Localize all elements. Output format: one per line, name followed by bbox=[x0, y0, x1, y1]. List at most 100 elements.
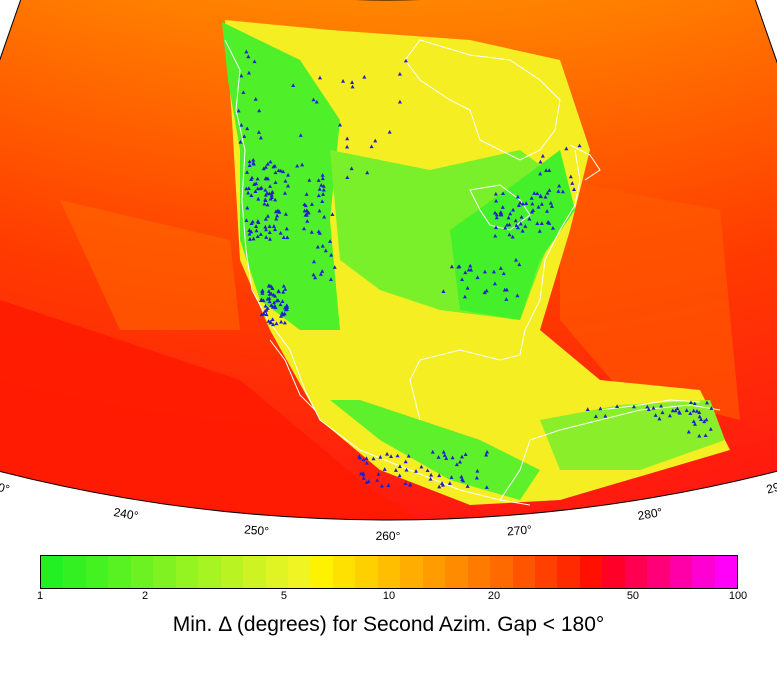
station-marker bbox=[261, 298, 266, 303]
colorbar-segment bbox=[108, 556, 131, 588]
station-marker bbox=[249, 229, 254, 234]
colorbar-tick-label: 20 bbox=[487, 590, 501, 602]
station-marker bbox=[246, 186, 251, 190]
station-marker bbox=[315, 244, 320, 249]
station-marker bbox=[516, 225, 521, 230]
station-marker bbox=[515, 293, 520, 298]
station-marker bbox=[702, 419, 707, 424]
station-marker bbox=[482, 269, 487, 274]
station-marker bbox=[309, 229, 314, 234]
station-marker bbox=[657, 416, 662, 421]
station-marker bbox=[317, 187, 322, 191]
station-marker bbox=[429, 472, 434, 477]
station-marker bbox=[440, 481, 445, 485]
station-marker bbox=[273, 197, 278, 202]
station-marker bbox=[364, 460, 369, 465]
station-marker bbox=[577, 143, 582, 148]
station-marker bbox=[266, 289, 271, 293]
western-green-zone bbox=[222, 22, 340, 330]
station-marker bbox=[253, 189, 258, 193]
colorbar-segment bbox=[310, 556, 333, 588]
station-marker bbox=[260, 288, 265, 293]
station-marker bbox=[419, 464, 424, 469]
station-marker bbox=[382, 467, 387, 471]
station-marker bbox=[341, 79, 346, 83]
station-marker bbox=[311, 97, 316, 102]
station-marker bbox=[403, 58, 408, 63]
colorbar-segment bbox=[377, 556, 401, 588]
station-marker bbox=[465, 484, 470, 488]
colorbar-tick-label: 5 bbox=[280, 590, 287, 602]
station-marker bbox=[474, 475, 479, 480]
station-marker bbox=[246, 190, 251, 195]
station-marker bbox=[269, 195, 274, 200]
station-marker bbox=[501, 191, 506, 196]
station-marker bbox=[267, 224, 272, 228]
station-marker bbox=[255, 176, 260, 181]
station-marker bbox=[270, 304, 275, 309]
colorbar-segment bbox=[579, 556, 603, 588]
station-marker bbox=[262, 201, 267, 206]
station-marker bbox=[519, 214, 524, 219]
station-marker bbox=[547, 188, 552, 192]
station-marker bbox=[447, 481, 452, 485]
station-marker bbox=[319, 183, 324, 187]
station-marker bbox=[263, 192, 268, 197]
station-marker bbox=[507, 232, 512, 237]
station-marker bbox=[286, 172, 291, 177]
station-marker bbox=[273, 293, 278, 298]
station-marker bbox=[513, 218, 518, 223]
station-marker bbox=[538, 171, 543, 176]
station-marker bbox=[268, 159, 273, 164]
station-marker bbox=[691, 408, 696, 413]
colorbar-segment bbox=[692, 556, 715, 588]
lon-label: 230° bbox=[0, 477, 11, 497]
station-marker bbox=[530, 201, 535, 206]
coastlines bbox=[224, 39, 721, 506]
station-marker bbox=[387, 129, 392, 134]
station-marker bbox=[361, 457, 366, 462]
station-marker bbox=[373, 138, 378, 143]
colorbar-segment bbox=[243, 556, 266, 588]
station-marker bbox=[570, 181, 575, 185]
caribbean-green-zone bbox=[540, 400, 725, 470]
station-marker bbox=[345, 144, 350, 149]
station-marker bbox=[397, 99, 402, 104]
colorbar-tick-label: 1 bbox=[36, 590, 44, 602]
station-marker bbox=[247, 163, 252, 167]
station-marker bbox=[247, 70, 252, 75]
station-marker bbox=[255, 186, 260, 191]
colorbar-segment bbox=[445, 556, 468, 588]
station-marker bbox=[263, 197, 268, 202]
colorbar bbox=[40, 555, 738, 589]
station-marker bbox=[258, 135, 263, 140]
station-marker bbox=[385, 451, 390, 456]
colorbar-segment bbox=[332, 556, 356, 588]
station-marker bbox=[258, 186, 263, 191]
station-marker bbox=[278, 168, 283, 173]
station-marker bbox=[437, 473, 442, 478]
station-marker bbox=[321, 184, 326, 188]
station-marker bbox=[305, 219, 310, 223]
colorbar-segment bbox=[175, 556, 199, 588]
station-marker bbox=[283, 286, 288, 291]
station-marker bbox=[560, 189, 565, 194]
station-marker bbox=[245, 205, 250, 210]
station-marker bbox=[494, 198, 499, 203]
colorbar-segment bbox=[647, 556, 670, 588]
station-marker bbox=[376, 472, 381, 476]
station-marker bbox=[369, 144, 374, 149]
station-marker bbox=[466, 267, 471, 272]
colorbar-segment bbox=[467, 556, 491, 588]
station-marker bbox=[362, 74, 367, 79]
station-marker bbox=[475, 275, 480, 280]
station-marker bbox=[270, 317, 275, 322]
station-marker bbox=[249, 193, 254, 198]
station-marker bbox=[538, 159, 543, 164]
station-marker bbox=[543, 194, 548, 199]
station-marker bbox=[350, 84, 355, 89]
station-marker bbox=[256, 196, 261, 201]
station-marker bbox=[568, 174, 573, 179]
station-marker bbox=[364, 480, 369, 484]
